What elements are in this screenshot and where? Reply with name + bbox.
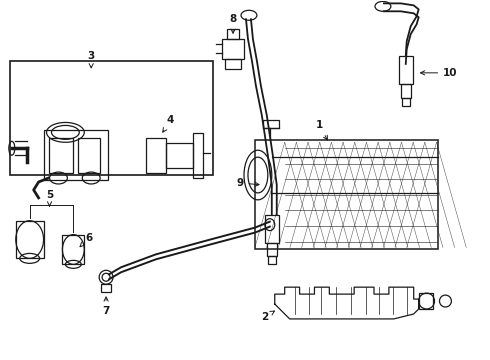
Bar [402,98,410,105]
Text: 9: 9 [237,178,259,188]
Text: 4: 4 [163,116,174,132]
Text: 3: 3 [88,51,95,68]
Text: 10: 10 [420,68,458,78]
Bar [267,243,277,256]
Bar [166,143,194,168]
Bar [225,59,241,69]
Text: 8: 8 [229,14,237,33]
Bar [227,29,239,39]
Bar [16,221,44,258]
Bar [418,293,433,309]
Bar [10,61,213,175]
Bar [255,140,439,249]
Bar [401,84,411,98]
Text: 2: 2 [261,311,274,322]
Text: 5: 5 [46,190,53,206]
Text: 1: 1 [316,121,327,140]
Bar [263,121,279,129]
Bar [268,256,276,264]
Bar [44,130,108,180]
Bar [49,138,74,173]
Bar [222,39,244,59]
Bar [146,138,166,173]
Bar [78,138,100,173]
Bar [265,215,279,243]
Bar [62,235,84,264]
Bar [194,133,203,178]
Text: 7: 7 [102,297,110,316]
Text: 6: 6 [80,233,93,247]
Bar [101,284,111,292]
Bar [399,56,413,84]
